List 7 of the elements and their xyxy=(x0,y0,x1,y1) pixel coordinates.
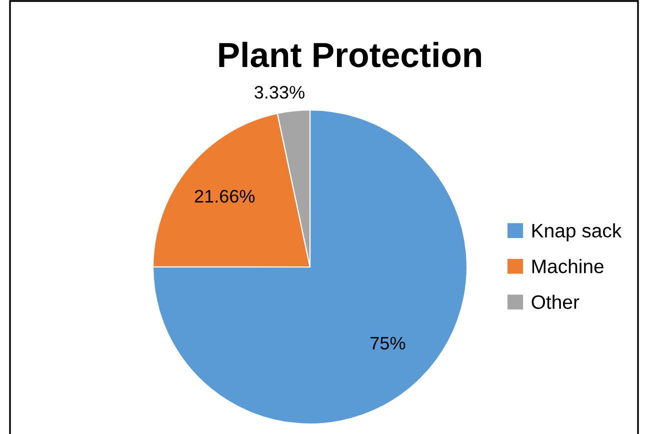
data-label: 75% xyxy=(370,336,406,350)
data-label: 3.33% xyxy=(254,86,304,99)
legend-label: Knap sack xyxy=(532,223,622,242)
chart-title: Plant Protection xyxy=(219,42,481,68)
legend-label: Other xyxy=(532,294,580,309)
data-label: 21.66% xyxy=(194,190,255,203)
legend-label: Machine xyxy=(532,258,604,274)
